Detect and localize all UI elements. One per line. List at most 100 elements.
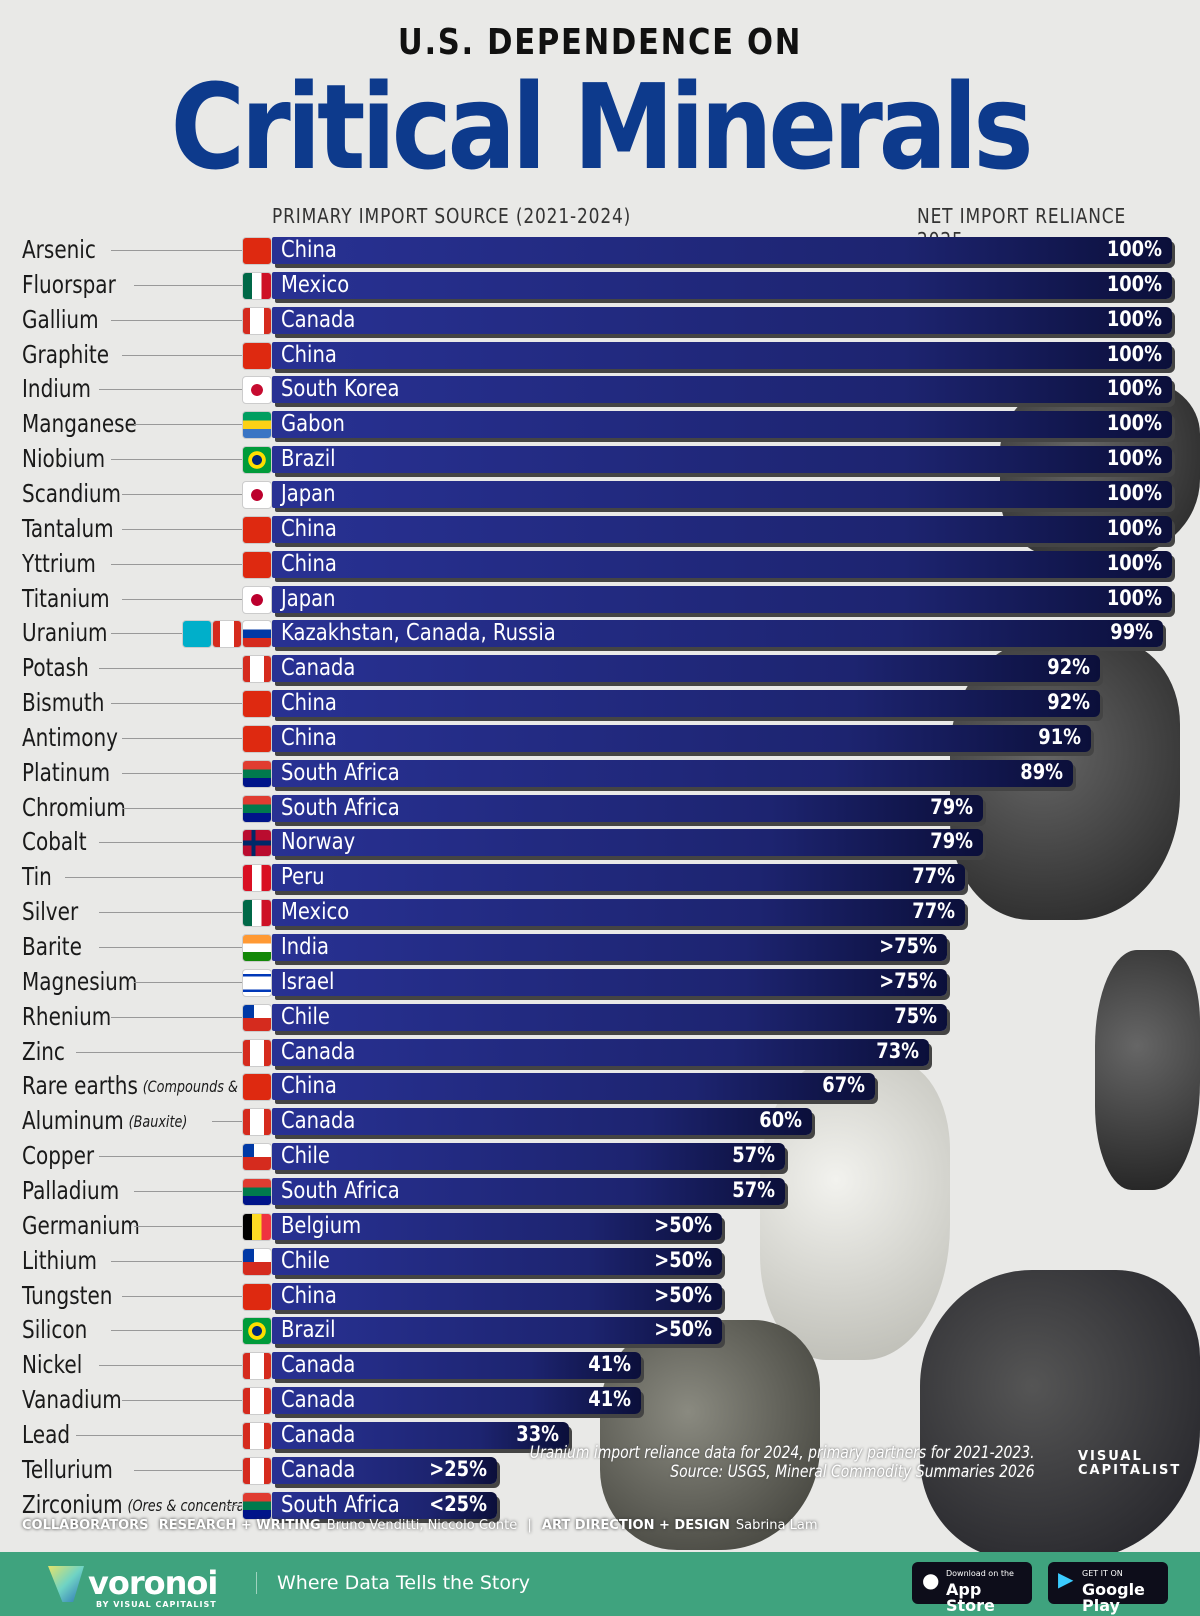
google-play-button[interactable]: ▶ GET IT ON Google Play: [1048, 1562, 1168, 1614]
value-label: >25%: [429, 1456, 487, 1481]
bar: [272, 446, 1172, 474]
source-country: Canada: [281, 1038, 356, 1065]
leader-line: [212, 1121, 243, 1123]
value-label: 100%: [1106, 515, 1162, 540]
value-label: 67%: [822, 1073, 865, 1098]
source-country: South Korea: [281, 376, 400, 403]
mineral-label: Titanium: [22, 583, 110, 613]
bar: [272, 585, 1172, 613]
flag-mx-icon: [242, 271, 272, 300]
flag-br-icon: [242, 446, 272, 475]
chart-row: Tin Peru 77%: [0, 860, 1200, 894]
flag-ca-icon: [242, 1352, 272, 1381]
chart-row: Rhenium Chile 75%: [0, 1000, 1200, 1034]
leader-line: [76, 1434, 243, 1436]
visual-capitalist-logo: VISUAL CAPITALIST: [1078, 1449, 1182, 1478]
source-country: Brazil: [281, 1317, 336, 1344]
mineral-label: Rare earths (Compounds & metal): [22, 1071, 284, 1101]
bar: [272, 341, 1172, 369]
flag-mx-icon: [242, 899, 272, 928]
credits-role: RESEARCH + WRITING: [158, 1518, 321, 1533]
mineral-label: Tellurium: [22, 1454, 113, 1484]
bar: [272, 376, 1172, 404]
flag-pe-icon: [242, 864, 272, 893]
value-label: 75%: [894, 1003, 937, 1028]
chart-row: Magnesium Israel >75%: [0, 965, 1200, 999]
source-country: Canada: [281, 1456, 356, 1483]
flag-cn-icon: [242, 515, 272, 544]
flag-ca-icon: [242, 1421, 272, 1450]
flag-jp-icon: [242, 480, 272, 509]
value-label: >50%: [654, 1317, 712, 1342]
bar: [272, 1421, 569, 1449]
leader-line: [110, 1260, 243, 1262]
source-line: Source: USGS, Mineral Commodity Summarie…: [670, 1462, 1035, 1482]
chart-row: Platinum South Africa 89%: [0, 756, 1200, 790]
chart-row: Germanium Belgium >50%: [0, 1209, 1200, 1243]
leader-line: [122, 807, 243, 809]
chart-row: Barite India >75%: [0, 930, 1200, 964]
mineral-label: Chromium: [22, 792, 126, 822]
mineral-note: (Bauxite): [128, 1112, 188, 1132]
mineral-label: Yttrium: [22, 548, 96, 578]
source-country: Chile: [281, 1003, 330, 1030]
leader-line: [110, 563, 243, 565]
chart-row: Lithium Chile >50%: [0, 1244, 1200, 1278]
bar: [272, 1491, 497, 1519]
source-country: Israel: [281, 968, 335, 995]
leader-line: [133, 1469, 243, 1471]
mineral-label: Lead: [22, 1419, 71, 1449]
mineral-label: Zinc: [22, 1036, 65, 1066]
flag-cn-icon: [242, 550, 272, 579]
google-play-label: Google Play: [1082, 1580, 1145, 1615]
flag-cn-icon: [242, 1073, 272, 1102]
bar: [272, 1003, 947, 1031]
chart-row: Potash Canada 92%: [0, 651, 1200, 685]
leader-line: [122, 598, 243, 600]
leader-line: [110, 459, 243, 461]
bar: [272, 550, 1172, 578]
bar: [272, 655, 1100, 683]
value-label: 100%: [1106, 376, 1162, 401]
flag-cn-icon: [242, 1282, 272, 1311]
source-country: Brazil: [281, 446, 336, 473]
mineral-label: Rhenium: [22, 1001, 112, 1031]
leader-line: [110, 1016, 243, 1018]
bar: [272, 1143, 785, 1171]
chart-row: Silicon Brazil >50%: [0, 1313, 1200, 1347]
source-country: Norway: [281, 829, 356, 856]
app-store-button[interactable]: ● Download on the App Store: [912, 1562, 1032, 1614]
source-country: South Africa: [281, 1177, 400, 1204]
source-country: Mexico: [281, 271, 350, 298]
leader-line: [122, 493, 243, 495]
leader-line: [110, 319, 243, 321]
source-country: Kazakhstan, Canada, Russia: [281, 620, 556, 647]
source-country: Gabon: [281, 411, 345, 438]
flag-br-icon: [242, 1317, 272, 1346]
chart-row: Gallium Canada 100%: [0, 303, 1200, 337]
chart-row: Zirconium (Ores & concentrates) South Afri…: [0, 1488, 1200, 1522]
chart-row: Copper Chile 57%: [0, 1139, 1200, 1173]
value-label: 77%: [912, 899, 955, 924]
app-store-small: Download on the: [946, 1569, 1014, 1578]
mineral-label: Niobium: [22, 444, 106, 474]
leader-line: [133, 1225, 243, 1227]
chart-row: Vanadium Canada 41%: [0, 1383, 1200, 1417]
bar: [272, 1352, 641, 1380]
chart-row: Cobalt Norway 79%: [0, 825, 1200, 859]
mineral-label: Silicon: [22, 1315, 88, 1345]
voronoi-logo[interactable]: voronoi: [88, 1564, 218, 1602]
chart-row: Fluorspar Mexico 100%: [0, 268, 1200, 302]
mineral-label: Graphite: [22, 339, 110, 369]
bar: [272, 1317, 722, 1345]
mineral-label: Tin: [22, 862, 52, 892]
value-label: 99%: [1110, 620, 1153, 645]
google-play-small: GET IT ON: [1082, 1569, 1123, 1578]
mineral-label: Aluminum (Bauxite): [22, 1106, 188, 1136]
value-label: 57%: [732, 1177, 775, 1202]
mineral-label: Indium: [22, 374, 91, 404]
credits-heading: COLLABORATORS: [22, 1518, 149, 1533]
mineral-label: Fluorspar: [22, 269, 116, 299]
leader-line: [122, 1400, 243, 1402]
flag-cn-icon: [242, 724, 272, 753]
